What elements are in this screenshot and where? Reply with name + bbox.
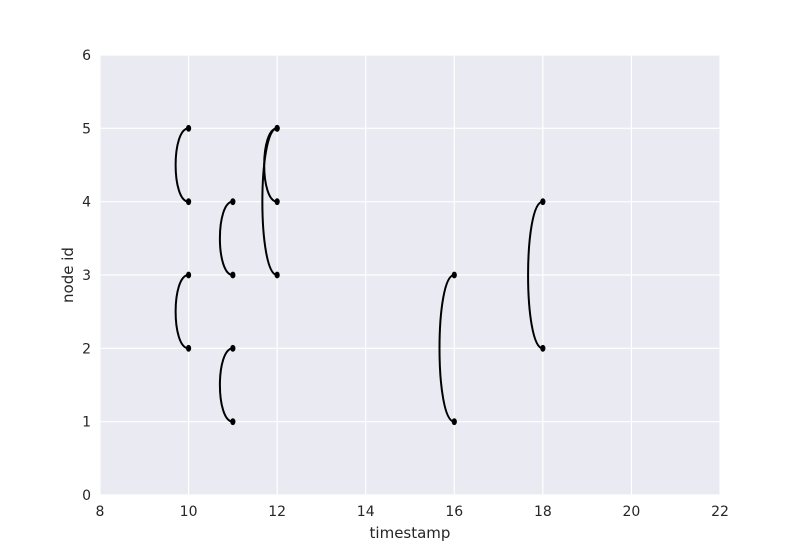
x-tick-label: 22 [711, 504, 729, 520]
x-axis-label: timestamp [370, 524, 451, 542]
edges [174, 124, 546, 426]
node-point [185, 198, 192, 206]
x-tick-label: 14 [357, 504, 375, 520]
node-point [274, 198, 280, 206]
x-tick-label: 12 [268, 504, 286, 520]
x-tick-label: 16 [445, 504, 463, 520]
y-tick-label: 0 [82, 488, 91, 504]
edge-arc [527, 200, 544, 350]
node-point [185, 344, 192, 352]
y-tick-label: 2 [82, 341, 91, 357]
node-point [185, 271, 192, 279]
x-tick-label: 20 [623, 504, 641, 520]
y-axis-label: node id [59, 247, 77, 303]
x-tick-label: 18 [534, 504, 552, 520]
y-tick-label: 6 [82, 48, 91, 64]
edge-arc [219, 347, 234, 423]
node-point [451, 418, 457, 426]
node-point [274, 124, 280, 132]
node-point [230, 198, 236, 206]
node-point [451, 271, 457, 279]
edge-arc [174, 127, 189, 203]
x-tick-labels: 8 10 12 14 16 18 20 22 [96, 504, 729, 520]
node-point [540, 198, 546, 206]
y-tick-labels: 0 1 2 3 4 5 6 [82, 48, 91, 504]
node-point [274, 271, 280, 279]
y-tick-label: 3 [82, 268, 91, 284]
node-point [185, 124, 192, 132]
y-tick-label: 1 [82, 415, 91, 431]
y-tick-label: 5 [82, 121, 91, 137]
y-tick-label: 4 [82, 195, 91, 211]
edge-arc [261, 127, 278, 276]
x-tick-label: 10 [180, 504, 198, 520]
node-point [540, 344, 546, 352]
node-point [230, 271, 236, 279]
x-tick-label: 8 [96, 504, 105, 520]
edge-arc [174, 274, 189, 350]
node-point [230, 344, 236, 352]
node-point [230, 418, 236, 426]
edge-arc [219, 200, 234, 276]
edge-arc [438, 274, 455, 423]
